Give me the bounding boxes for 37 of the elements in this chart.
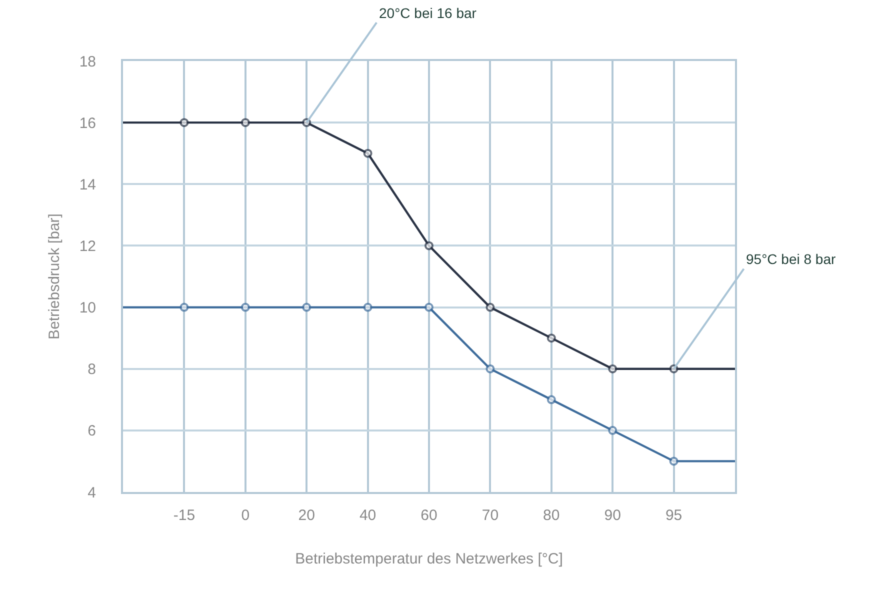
point [180,118,189,128]
point [546,334,556,343]
x-tick-label: 95 [665,507,682,524]
point [486,364,495,374]
y-tick-label: 10 [79,300,96,317]
y-tick-label: 12 [79,238,96,255]
y-axis-title: Betriebsdruck [bar] [46,214,64,340]
annotation: 20°C bei 16 bar [379,5,477,21]
point [424,241,434,250]
annotation: 95°C bei 8 bar [746,251,836,267]
point [240,118,250,128]
point [363,302,372,312]
y-tick-label: 6 [88,422,96,440]
point [180,302,189,312]
x-tick-label: 70 [482,507,499,524]
x-tick-label: -15 [173,507,196,524]
y-tick-label: 4 [88,484,96,502]
x-tick-label: 0 [241,507,250,524]
point [608,364,618,374]
point [608,426,618,435]
y-tick-label: 18 [79,53,96,70]
y-tick-label: 16 [79,114,96,132]
point [546,395,556,404]
point [240,302,250,312]
point [424,302,434,312]
point [669,456,678,466]
point [363,148,372,158]
x-axis-title: Betriebstemperatur des Netzwerkes [°C] [295,550,563,568]
y-tick-label: 14 [79,176,96,194]
x-tick-label: 60 [420,507,438,524]
x-tick-label: 90 [604,507,621,524]
y-tick-label: 8 [88,361,96,378]
point [302,302,312,312]
x-tick-label: 20 [298,507,315,524]
x-tick-label: 40 [359,507,376,524]
point [486,302,495,312]
x-tick-label: 80 [543,507,560,524]
